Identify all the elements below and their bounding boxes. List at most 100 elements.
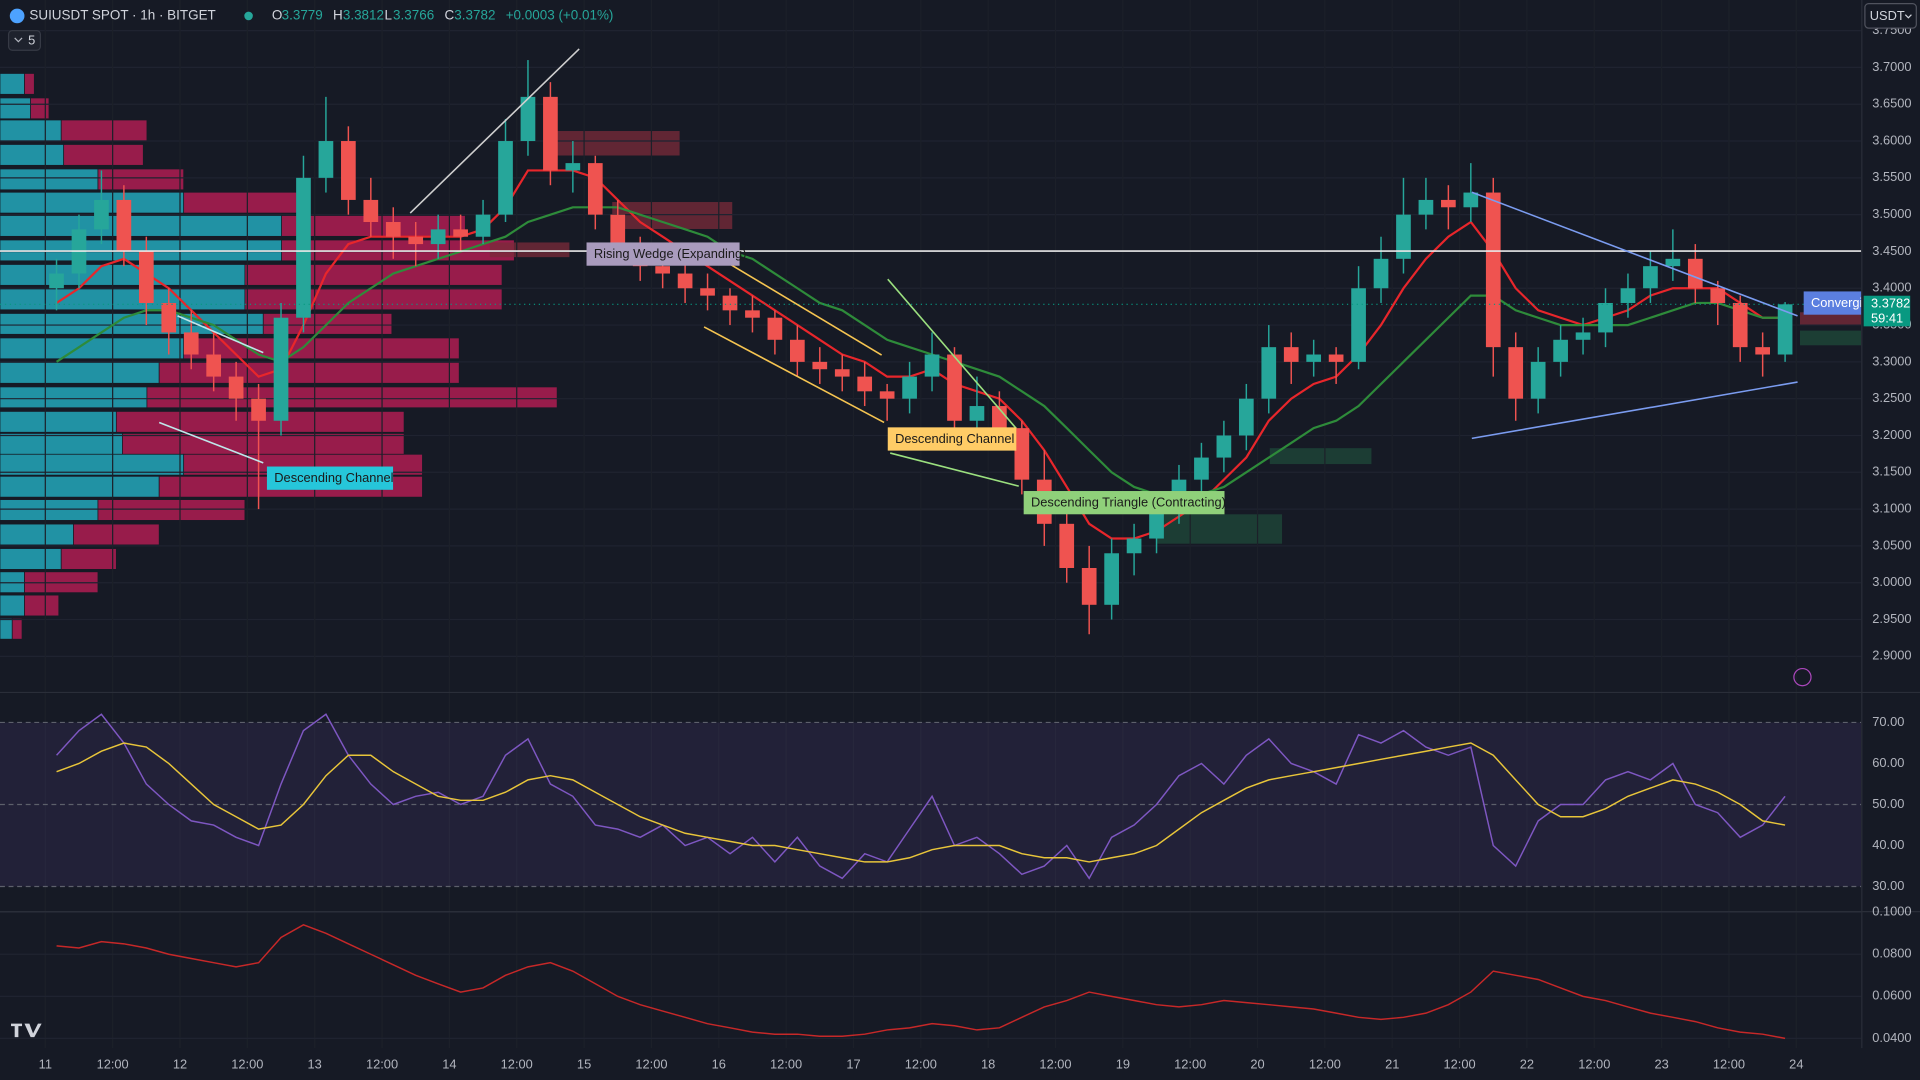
profile-bar [0,386,148,409]
y-tick-label: 3.3000 [1872,353,1911,368]
candle-body [565,163,581,171]
currency-button[interactable] [1864,3,1917,29]
profile-bar [244,264,503,286]
x-tick-label: 12:00 [231,1057,263,1072]
candle-body [947,354,962,421]
candle-body [1777,304,1793,355]
candle-body [1283,347,1299,362]
candle-body [1351,288,1366,362]
ohlc-value: 3.3812 [343,7,384,22]
profile-bar [24,594,60,617]
status-dot [244,11,253,21]
candle-body [677,273,693,289]
trendline [890,452,1019,487]
profile-bar [0,337,185,360]
candle-body [1665,258,1681,267]
y-tick-label: 3.4500 [1872,243,1911,258]
x-tick-label: 18 [981,1057,995,1072]
x-tick-label: 12:00 [1039,1057,1071,1072]
y-tick-label: 3.1500 [1872,464,1911,479]
profile-bar [0,433,123,455]
candle-body [1261,347,1277,399]
last-price: 3.3782 [1871,296,1910,311]
pattern-label: Rising Wedge (Expanding) [594,246,747,261]
candle-body [228,376,244,399]
candle-body [1598,302,1613,333]
y-tick-label: 3.2000 [1872,427,1911,442]
candle-body [587,163,603,215]
profile-bar [0,548,62,570]
symbol-icon [9,8,25,24]
demand-zone [1800,330,1862,346]
x-tick-label: 12 [173,1057,187,1072]
x-tick-label: 12:00 [635,1057,667,1072]
trendline [728,262,883,356]
candle-body [1216,435,1232,458]
candle-body [1306,354,1322,362]
candle-body [1575,332,1591,340]
candle-body [1238,398,1254,436]
y-tick-label: 2.9500 [1872,611,1911,626]
alert-icon[interactable] [1793,667,1812,687]
indicator-count[interactable]: 5 [28,32,35,47]
candle-body [790,339,805,362]
pattern-label-box [1023,491,1225,515]
price-axis [1861,0,1920,1080]
indicator-line [56,924,1786,1040]
zones [489,131,1862,544]
currency[interactable]: USDT [1870,8,1905,23]
candle-body [1126,538,1142,554]
supply-zone [557,131,680,156]
candle-body [857,376,873,392]
candle-body [49,273,64,289]
candle-body [543,96,558,171]
logo-mark [11,1023,42,1038]
candle-body [610,214,626,245]
volume-profile [0,73,558,640]
pattern-label: Descending Triangle (Contracting) [1031,495,1226,510]
indicators-toggle[interactable] [7,30,42,51]
demand-zone [1157,514,1283,544]
y-tick-label: 3.7000 [1872,59,1911,74]
candle-body [745,310,760,318]
profile-bar [97,499,246,521]
candle-body [1081,567,1097,605]
y-tick-label: 0.0400 [1872,1030,1911,1045]
candle-body [1620,288,1636,303]
profile-bar [63,144,144,166]
candle-body [1508,347,1524,399]
candle-body [453,229,468,237]
candle-body [363,199,379,223]
y-tick-label: 3.4000 [1872,280,1911,295]
profile-bar [146,386,558,409]
y-tick-label: 60.00 [1872,755,1904,770]
candle-body [1441,199,1456,208]
x-tick-label: 12:00 [1578,1057,1610,1072]
x-tick-label: 12:00 [97,1057,129,1072]
candle-body [1104,553,1119,605]
ohlc-label: C [444,7,454,22]
y-tick-label: 70.00 [1872,714,1904,729]
x-tick-label: 11 [39,1057,52,1072]
trendline [887,278,1017,430]
x-tick-label: 12:00 [501,1057,533,1072]
profile-bar [0,523,74,546]
candle-body [116,199,132,252]
symbol: SUIUSDT SPOT · 1h · BITGET [29,7,215,22]
profile-bar [97,168,185,191]
x-tick-label: 12:00 [366,1057,398,1072]
y-tick-label: 2.9000 [1872,648,1911,663]
x-tick-label: 14 [442,1057,456,1072]
pattern-label: Convergi [1811,295,1862,310]
y-tick-label: 3.1000 [1872,500,1911,515]
rsi-ma-line [56,742,1786,863]
y-tick-label: 0.1000 [1872,904,1911,919]
change: +0.0003 (+0.01%) [506,7,614,22]
supply-zone [1800,312,1862,325]
y-tick-label: 3.5500 [1872,169,1911,184]
y-tick-label: 3.0000 [1872,574,1911,589]
y-tick-label: 30.00 [1872,878,1904,893]
y-tick-label: 40.00 [1872,837,1904,852]
